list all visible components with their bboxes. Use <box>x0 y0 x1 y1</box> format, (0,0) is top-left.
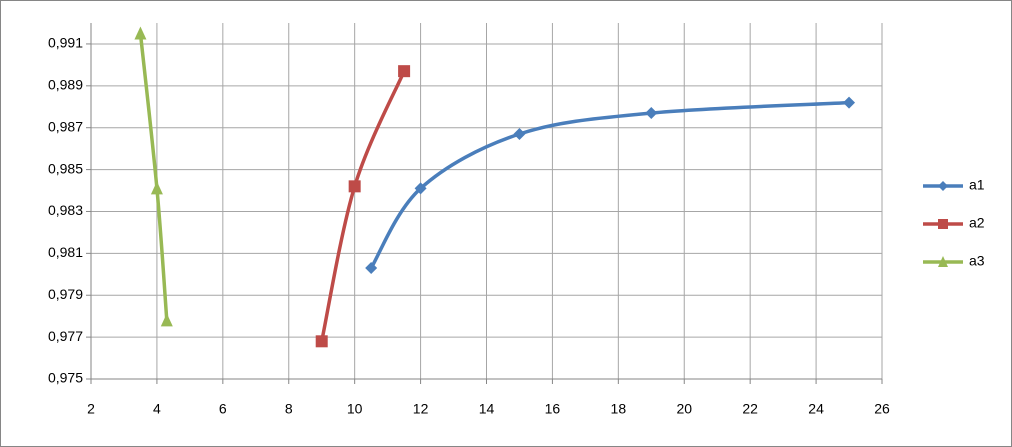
y-tick-label: 0,987 <box>48 118 83 134</box>
marker <box>645 107 658 120</box>
series-line <box>369 100 850 269</box>
y-tick-label: 0,975 <box>48 370 83 386</box>
x-tick-label: 6 <box>219 401 227 417</box>
legend-label: a2 <box>969 215 985 231</box>
marker <box>513 127 526 140</box>
x-tick-label: 18 <box>611 401 627 417</box>
x-tick-label: 14 <box>479 401 495 417</box>
legend-marker <box>938 256 948 267</box>
y-tick-label: 0,991 <box>48 35 83 51</box>
x-tick-label: 24 <box>808 401 824 417</box>
marker <box>365 262 378 275</box>
x-tick-label: 20 <box>676 401 692 417</box>
y-tick-label: 0,977 <box>48 328 83 344</box>
marker <box>398 65 411 78</box>
legend-marker <box>938 181 948 191</box>
y-tick-label: 0,989 <box>48 77 83 93</box>
x-tick-label: 4 <box>153 401 161 417</box>
x-tick-label: 12 <box>413 401 429 417</box>
x-tick-label: 26 <box>874 401 890 417</box>
marker <box>348 180 361 193</box>
y-tick-label: 0,983 <box>48 202 83 218</box>
x-tick-label: 16 <box>545 401 561 417</box>
x-tick-label: 2 <box>87 401 95 417</box>
x-tick-label: 8 <box>285 401 293 417</box>
x-tick-label: 22 <box>742 401 758 417</box>
marker <box>134 26 147 40</box>
marker <box>150 181 163 195</box>
legend-label: a3 <box>969 253 985 269</box>
marker <box>414 182 427 195</box>
y-tick-label: 0,981 <box>48 244 83 260</box>
legend-marker <box>938 219 948 229</box>
y-tick-label: 0,979 <box>48 286 83 302</box>
x-tick-label: 10 <box>347 401 363 417</box>
marker <box>160 313 173 327</box>
marker <box>843 96 856 109</box>
marker <box>315 335 328 348</box>
legend-label: a1 <box>969 177 985 193</box>
y-tick-label: 0,985 <box>48 160 83 176</box>
